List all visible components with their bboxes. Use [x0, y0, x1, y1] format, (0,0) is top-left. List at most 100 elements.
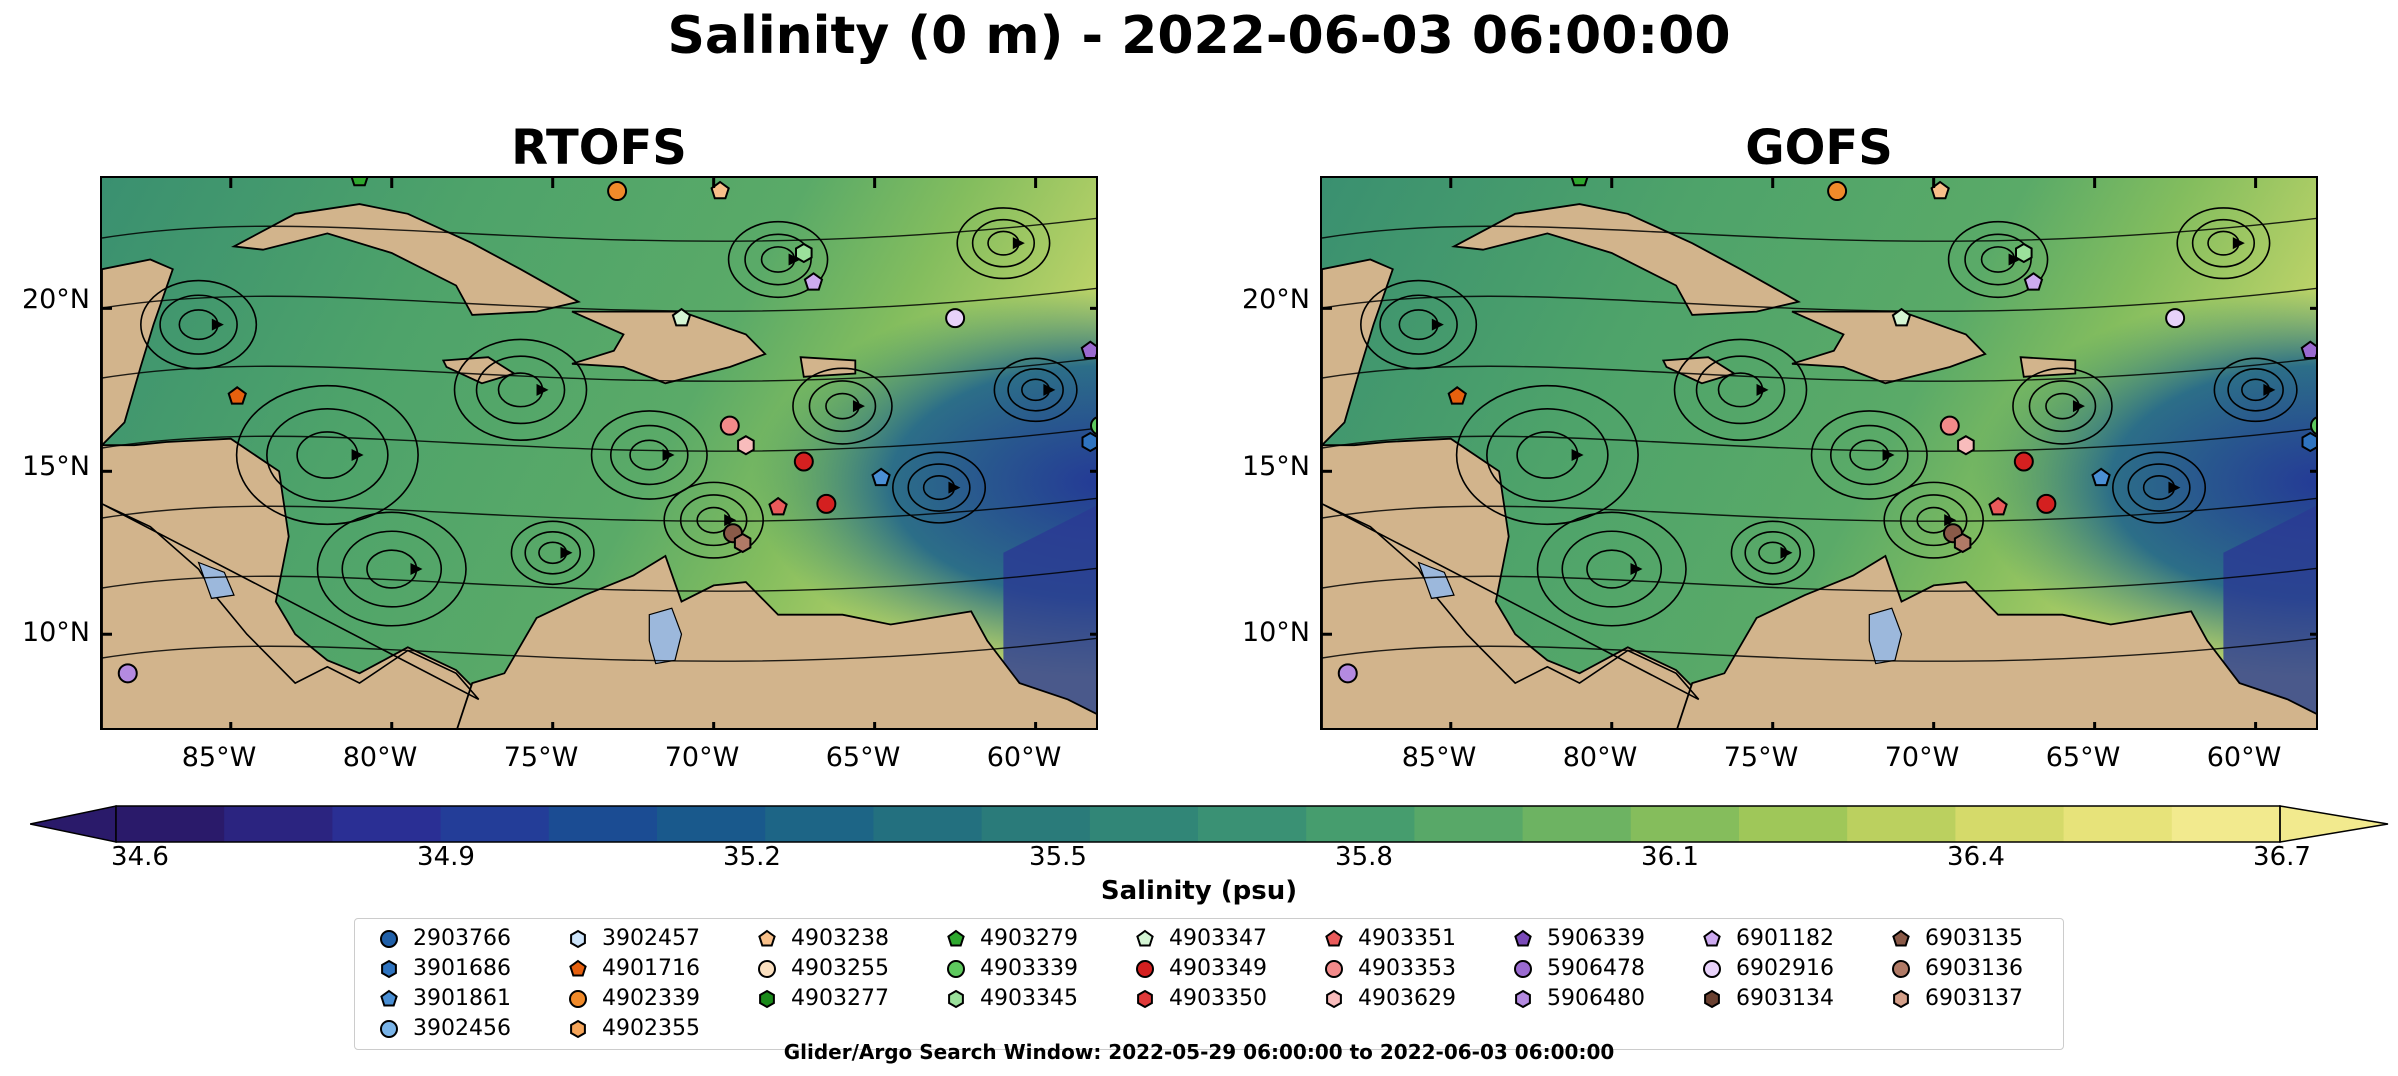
streamline [1810, 410, 1928, 500]
legend-marker-icon [1515, 989, 1531, 1009]
argo-float-marker [1090, 416, 1096, 435]
legend-marker-icon [948, 989, 964, 1009]
panel-title-gofs: GOFS [1745, 120, 1893, 176]
legend-label: 6903135 [1925, 926, 2023, 951]
lon-label-65w: 65°W [825, 742, 901, 773]
legend-marker-icon [1703, 960, 1721, 978]
streamline [102, 567, 1096, 592]
lon-label-60w: 60°W [2206, 742, 2282, 773]
land-cuba [231, 203, 581, 316]
legend-item: 5906480 [1511, 985, 1645, 1013]
argo-float-marker [2015, 242, 2033, 264]
legend-item: 6901182 [1700, 925, 1834, 953]
streamline [102, 427, 1096, 452]
river-plume [1003, 505, 1096, 728]
streamline-arrow [536, 383, 549, 396]
argo-float-marker [2013, 451, 2034, 472]
argo-float-marker [733, 532, 752, 554]
streamline [727, 220, 829, 299]
legend-label: 2903766 [413, 926, 511, 951]
legend-item: 2903766 [377, 925, 511, 953]
legend-item: 4902339 [566, 985, 700, 1013]
colorbar-tick: 36.1 [1641, 842, 1699, 872]
legend-label: 4903339 [980, 956, 1078, 981]
land-puertoRico [799, 356, 857, 378]
argo-float-marker [945, 308, 966, 329]
argo-float-marker [1570, 178, 1589, 187]
argo-float-marker [768, 496, 788, 516]
legend-label: 4903277 [791, 986, 889, 1011]
legend-marker-icon [380, 1020, 398, 1038]
streamline [316, 511, 467, 627]
colorbar-bin [1522, 806, 1632, 842]
streamline [1455, 384, 1639, 526]
legend-item: 3902456 [377, 1015, 511, 1043]
streamline [2127, 463, 2191, 512]
argo-float-marker [1891, 307, 1912, 327]
legend-marker-icon [947, 929, 965, 947]
argo-float-marker [1447, 386, 1467, 405]
lon-label-85w: 85°W [1401, 742, 1477, 773]
legend-marker-icon [947, 960, 965, 978]
legend-label: 4902355 [602, 1016, 700, 1041]
streamline-arrow [948, 481, 961, 494]
streamline [971, 218, 1036, 268]
argo-float-marker [350, 178, 369, 187]
legend-marker-icon [1136, 929, 1154, 947]
streamline-arrow [351, 449, 364, 461]
colorbar-bin [981, 806, 1091, 842]
colorbar-bin [873, 806, 983, 842]
legend-item: 4903349 [1133, 955, 1267, 983]
float-legend: 2903766 3901686 3901861 3902456 3902457 49017… [354, 918, 2064, 1050]
streamline [266, 408, 389, 503]
legend-marker-icon [380, 989, 398, 1007]
streamline-arrow [1571, 449, 1584, 461]
streamline [1536, 511, 1687, 627]
argo-float-marker [1953, 532, 1972, 554]
lat-label-20n: 20°N [21, 284, 90, 315]
streamline [102, 497, 1096, 522]
land-jamaica [441, 356, 517, 385]
lake-lakeNicaragua [197, 561, 235, 600]
land-jamaica [1661, 356, 1737, 385]
lat-label-15n: 15°N [21, 451, 90, 482]
streamline [2191, 218, 2256, 268]
streamline [235, 384, 419, 526]
legend-label: 3901861 [413, 986, 511, 1011]
rtofs-map [100, 176, 1098, 730]
streamline-arrow [1780, 546, 1793, 559]
streamline [1322, 427, 2316, 452]
legend-item: 4903347 [1133, 925, 1267, 953]
streamline [993, 357, 1078, 423]
streamline [102, 217, 1096, 242]
colorbar-bin [440, 806, 550, 842]
lat-label-10n: 10°N [1241, 617, 1310, 648]
streamline [341, 530, 443, 608]
colorbar-bin [116, 806, 225, 842]
legend-item: 4902355 [566, 1015, 700, 1043]
streamline [792, 367, 893, 445]
streamline [1829, 424, 1909, 486]
streamline-arrow [1756, 383, 1769, 396]
legend-item: 6902916 [1700, 955, 1834, 983]
streamline [1899, 494, 1968, 547]
streamline-arrow [662, 449, 675, 461]
streamline [2028, 380, 2097, 433]
legend-label: 4901716 [602, 956, 700, 981]
colorbar-max-extension [2279, 805, 2389, 843]
colorbar-bin [1739, 806, 1848, 842]
argo-float-marker [816, 493, 837, 514]
streamline [1322, 637, 2316, 662]
legend-marker-icon [1703, 929, 1721, 947]
panel-title-rtofs: RTOFS [511, 120, 687, 176]
streamline-arrow [724, 514, 737, 527]
legend-item: 3901686 [377, 955, 511, 983]
legend-item: 4903277 [755, 985, 889, 1013]
argo-float-marker [2300, 340, 2316, 359]
colorbar-tick: 34.9 [417, 842, 475, 872]
lon-label-85w: 85°W [181, 742, 257, 773]
legend-item: 5906339 [1511, 925, 1645, 953]
legend-item: 4903353 [1322, 955, 1456, 983]
argo-float-marker [2310, 416, 2316, 435]
streamline [590, 410, 708, 500]
